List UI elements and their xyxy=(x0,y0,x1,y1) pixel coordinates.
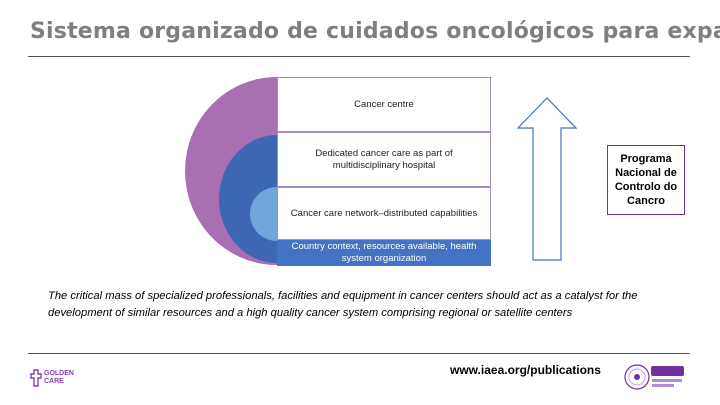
logo-line-2: CARE xyxy=(44,378,64,385)
up-arrow-icon xyxy=(516,97,578,261)
title-divider xyxy=(28,56,690,57)
slide-caption: The critical mass of specialized profess… xyxy=(48,290,638,319)
logo-line-1: GOLDEN xyxy=(44,370,74,377)
layer-cancer-centre: Cancer centre xyxy=(277,77,491,132)
seal-logo-icon xyxy=(624,364,684,390)
cross-icon xyxy=(30,369,42,387)
layer-care-network: Cancer care network–distributed capabili… xyxy=(277,187,491,240)
layer-country-context: Country context, resources available, he… xyxy=(277,240,491,266)
footer-divider xyxy=(28,353,690,354)
publications-url[interactable]: www.iaea.org/publications xyxy=(450,363,601,377)
layer-dedicated-care: Dedicated cancer care as part of multidi… xyxy=(277,132,491,187)
inner-ring xyxy=(250,187,277,241)
program-box: Programa Nacional de Controlo do Cancro xyxy=(607,145,685,215)
golden-care-logo: GOLDEN CARE xyxy=(30,366,80,390)
slide-title: Sistema organizado de cuidados oncológic… xyxy=(30,19,720,44)
